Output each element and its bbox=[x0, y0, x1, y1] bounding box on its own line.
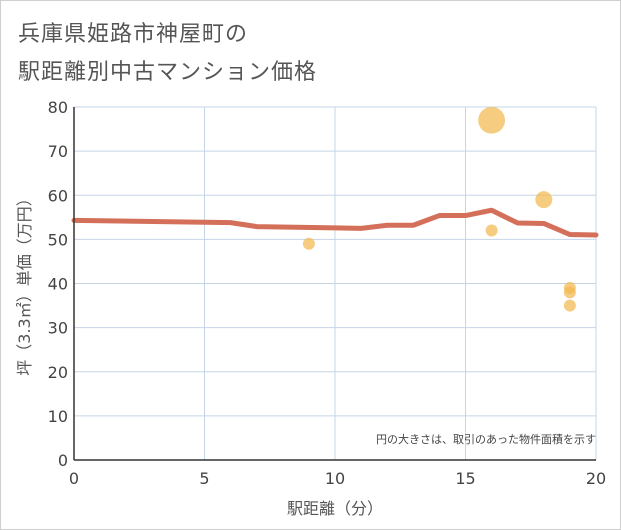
bubble-point bbox=[563, 286, 576, 299]
bubble-point bbox=[302, 237, 315, 250]
x-tick-label: 0 bbox=[69, 469, 79, 488]
line-layer bbox=[71, 207, 599, 238]
y-tick-label: 20 bbox=[48, 363, 68, 382]
axes bbox=[73, 107, 596, 461]
x-tick-label: 5 bbox=[199, 469, 209, 488]
tick-labels: 0 5 10 15 20 0 10 20 30 40 50 60 70 80 bbox=[48, 98, 607, 488]
bubble-point bbox=[485, 224, 498, 237]
y-tick-label: 70 bbox=[48, 142, 68, 161]
y-tick-label: 60 bbox=[48, 186, 68, 205]
y-tick-label: 40 bbox=[48, 275, 68, 294]
chart-title-line1: 兵庫県姫路市神屋町の bbox=[18, 22, 249, 47]
x-tick-label: 20 bbox=[586, 469, 606, 488]
bubble-layer bbox=[302, 106, 576, 312]
bubble-point bbox=[563, 299, 576, 312]
y-tick-label: 30 bbox=[48, 319, 68, 338]
average-price-line bbox=[71, 207, 599, 238]
bubble-size-note: 円の大きさは、取引のあった物件面積を示す bbox=[376, 432, 596, 446]
y-axis-label: 坪（3.3㎡）単価（万円） bbox=[15, 190, 34, 375]
x-tick-label: 10 bbox=[325, 469, 345, 488]
chart-title-line2: 駅距離別中古マンション価格 bbox=[18, 60, 318, 85]
y-tick-label: 50 bbox=[48, 230, 68, 249]
bubble-point bbox=[535, 191, 553, 209]
y-tick-label: 10 bbox=[48, 407, 68, 426]
x-tick-label: 15 bbox=[455, 469, 475, 488]
bubble-point bbox=[478, 106, 506, 134]
x-axis-label: 駅距離（分） bbox=[287, 499, 383, 518]
y-tick-label: 80 bbox=[48, 98, 68, 117]
y-tick-label: 0 bbox=[58, 451, 68, 470]
